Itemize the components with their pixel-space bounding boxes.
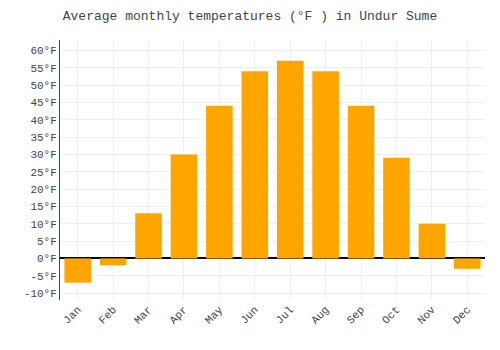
- svg-text:10°F: 10°F: [30, 219, 56, 231]
- svg-text:Average monthly temperatures (: Average monthly temperatures (°F ) in Un…: [63, 9, 437, 24]
- svg-text:5°F: 5°F: [37, 236, 57, 248]
- svg-text:Nov: Nov: [415, 304, 438, 327]
- svg-text:Oct: Oct: [380, 304, 402, 326]
- svg-text:Apr: Apr: [167, 304, 189, 326]
- svg-text:Dec: Dec: [451, 304, 473, 326]
- svg-text:Aug: Aug: [309, 304, 331, 326]
- svg-text:30°F: 30°F: [30, 149, 56, 161]
- svg-text:-10°F: -10°F: [24, 288, 57, 300]
- svg-text:Jan: Jan: [61, 304, 83, 326]
- svg-text:15°F: 15°F: [30, 201, 56, 213]
- svg-text:40°F: 40°F: [30, 115, 56, 127]
- svg-text:-5°F: -5°F: [30, 271, 56, 283]
- svg-text:50°F: 50°F: [30, 80, 56, 92]
- svg-text:Feb: Feb: [97, 304, 119, 326]
- svg-text:Mar: Mar: [132, 304, 154, 326]
- svg-text:May: May: [203, 304, 226, 327]
- svg-text:55°F: 55°F: [30, 63, 56, 75]
- svg-text:45°F: 45°F: [30, 97, 56, 109]
- svg-text:Jul: Jul: [274, 304, 296, 326]
- svg-text:25°F: 25°F: [30, 167, 56, 179]
- svg-text:35°F: 35°F: [30, 132, 56, 144]
- svg-text:60°F: 60°F: [30, 45, 56, 57]
- svg-text:0°F: 0°F: [37, 253, 57, 265]
- svg-text:Jun: Jun: [238, 304, 260, 326]
- svg-text:20°F: 20°F: [30, 184, 56, 196]
- svg-text:Sep: Sep: [345, 304, 367, 326]
